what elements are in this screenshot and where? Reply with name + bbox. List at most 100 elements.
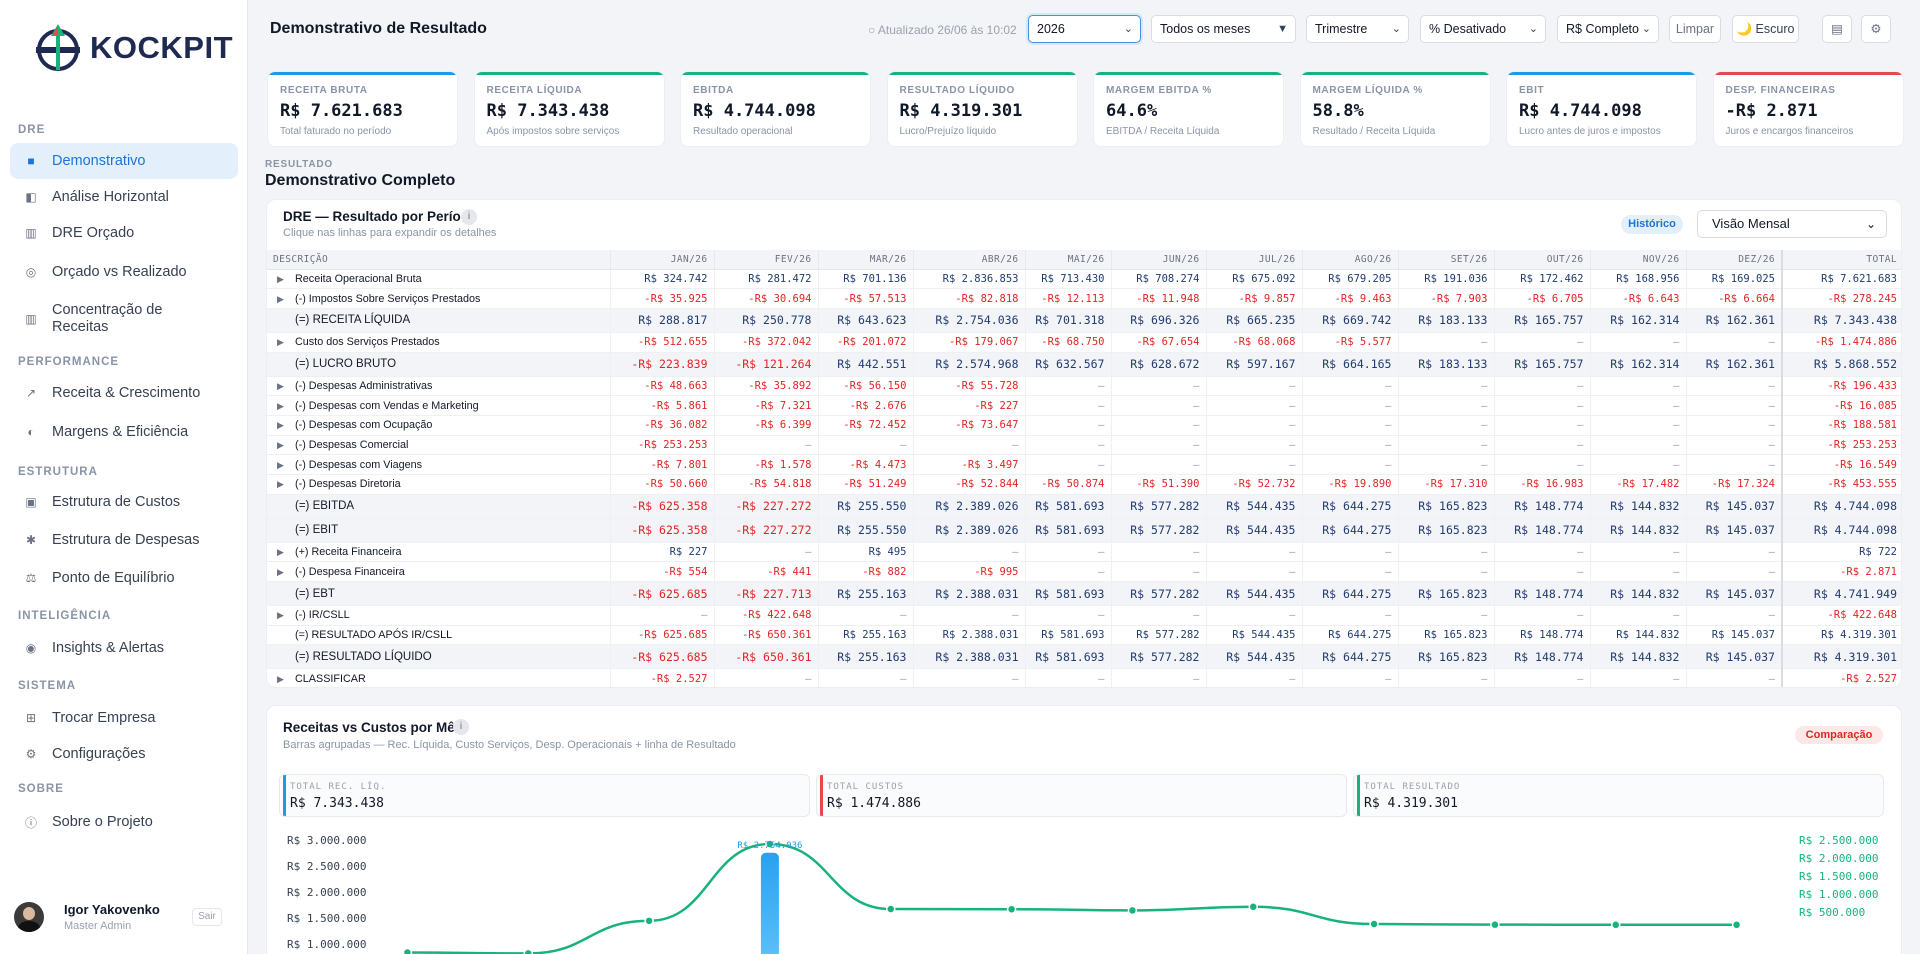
line-point[interactable] [1369,919,1379,929]
column-header[interactable]: JAN/26 [609,250,714,270]
sidebar-item-insights-alertas[interactable]: ◉ Insights & Alertas [10,630,238,666]
avatar[interactable] [14,902,44,932]
column-header[interactable]: FEV/26 [713,250,818,270]
line-point[interactable] [1127,905,1138,916]
export-button[interactable]: ▤ [1822,15,1852,43]
row-label: (=) RESULTADO APÓS IR/CSLL [295,629,453,642]
table-row[interactable]: ▶ Receita Operacional Bruta R$ 324.742 R$ 2… [267,269,1901,290]
percent-select[interactable]: % Desativado ⌄ [1420,15,1546,43]
expand-caret-icon[interactable]: ▶ [277,459,284,470]
line-point[interactable] [1490,919,1500,930]
line-point[interactable] [1731,920,1742,930]
row-label-cell: (=) EBT [267,581,610,607]
info-icon[interactable]: i [461,209,477,225]
sidebar-item-margens-efici-ncia[interactable]: ◐ Margens & Eficiência [10,414,238,450]
value-cell: R$ 165.823 [1397,494,1494,519]
column-header[interactable]: DESCRIÇÃO [267,250,610,270]
view-select[interactable]: Visão Mensal ⌄ [1697,210,1887,238]
expand-caret-icon[interactable]: ▶ [277,566,284,577]
value-cell: R$ 144.832 [1589,644,1686,670]
table-row[interactable]: ▶ (-) Despesas Diretoria -R$ 50.660 -R$ 54.… [267,474,1901,495]
line-point[interactable] [1611,920,1621,930]
sidebar-item-configura-es[interactable]: ⚙ Configurações [10,736,238,772]
line-point[interactable] [644,916,654,926]
expand-caret-icon[interactable]: ▶ [277,479,284,490]
expand-caret-icon[interactable]: ▶ [277,673,284,684]
column-header[interactable]: DEZ/26 [1685,250,1782,270]
months-select[interactable]: Todos os meses ▼ [1151,15,1296,43]
theme-toggle-button[interactable]: 🌙 Escuro [1732,15,1799,43]
value-cell: -R$ 625.358 [609,494,714,519]
logout-button[interactable]: Sair [192,908,222,926]
line-point[interactable] [765,839,775,849]
column-header[interactable]: MAI/26 [1024,250,1111,270]
table-row[interactable]: ▶ (-) Impostos Sobre Serviços Prestados -R… [267,288,1901,309]
column-header[interactable]: OUT/26 [1493,250,1590,270]
comparison-badge[interactable]: Comparação [1795,726,1883,744]
sidebar-item-or-ado-vs-realizado[interactable]: ◎ Orçado vs Realizado [10,254,238,290]
table-row[interactable]: ▶ (+) Receita Financeira R$ 227– R$ 495– – – –… [267,542,1901,563]
table-row[interactable]: ▶ Custo dos Serviços Prestados -R$ 512.655… [267,332,1901,353]
line-point[interactable] [886,904,896,914]
expand-caret-icon[interactable]: ▶ [277,547,284,558]
column-header[interactable]: AGO/26 [1301,250,1398,270]
line-point[interactable] [523,948,533,954]
value-cell: R$ 2.388.031 [912,625,1025,646]
sidebar-item-estrutura-de-custos[interactable]: ▣ Estrutura de Custos [10,484,238,520]
value-cell: – [1397,454,1494,475]
value-cell: R$ 544.435 [1205,644,1302,670]
history-badge[interactable]: Histórico [1621,215,1683,234]
sidebar-item-concentra-o-de-receitas[interactable]: ▥ Concentração de Receitas [10,299,238,339]
expand-caret-icon[interactable]: ▶ [277,293,284,304]
user-profile: Igor Yakovenko Master Admin Sair [14,896,234,938]
column-header[interactable]: NOV/26 [1589,250,1686,270]
value-cell: – [817,668,913,687]
expand-caret-icon[interactable]: ▶ [277,273,284,284]
expand-caret-icon[interactable]: ▶ [277,610,284,621]
settings-button[interactable]: ⚙ [1861,15,1891,43]
mode-select[interactable]: R$ Completo ⌄ [1557,15,1659,43]
line-point[interactable] [1248,902,1258,912]
column-header[interactable]: MAR/26 [817,250,913,270]
expand-caret-icon[interactable]: ▶ [277,337,284,348]
sidebar-item-trocar-empresa[interactable]: ⊞ Trocar Empresa [10,700,238,736]
column-header[interactable]: JUN/26 [1110,250,1206,270]
chart-total-box: TOTAL REC. LÍQ. R$ 7.343.438 [279,774,810,817]
expand-caret-icon[interactable]: ▶ [277,380,284,391]
expand-caret-icon[interactable]: ▶ [277,420,284,431]
brand-logo[interactable]: KOCKPIT [32,22,233,74]
info-icon[interactable]: i [453,719,469,735]
value-cell: – [1685,376,1782,397]
year-select[interactable]: 2026 ⌄ [1028,15,1141,43]
column-header[interactable]: ABR/26 [912,250,1025,270]
value-cell: R$ 577.282 [1110,625,1206,646]
table-row[interactable]: ▶ (-) Despesa Financeira -R$ 554 -R$ 441 -R$… [267,561,1901,583]
sidebar-item-receita-crescimento[interactable]: ↗ Receita & Crescimento [10,375,238,411]
period-select[interactable]: Trimestre ⌄ [1306,15,1409,43]
kpi-value: R$ 7.343.438 [486,101,610,121]
clear-button[interactable]: Limpar [1669,15,1721,43]
sidebar-item-demonstrativo[interactable]: ■ Demonstrativo [10,143,238,179]
table-row[interactable]: ▶ (-) IR/CSLL – -R$ 422.648– – – – – – – – – – -R$ 42… [267,605,1901,626]
sidebar-item-sobre-o-projeto[interactable]: ⓘ Sobre o Projeto [10,804,238,840]
table-row[interactable]: ▶ (-) Despesas Administrativas -R$ 48.663-… [267,376,1901,397]
table-row[interactable]: ▶ (-) Despesas com Viagens -R$ 7.801 -R$ 1.… [267,454,1901,475]
bar-rec-liquida[interactable] [760,852,779,954]
column-header[interactable]: TOTAL [1781,250,1901,270]
value-cell: R$ 2.388.031 [912,581,1025,607]
line-point[interactable] [1006,904,1017,914]
sidebar-item-ponto-de-equil-brio[interactable]: ⚖ Ponto de Equilíbrio [10,560,238,596]
table-row[interactable]: ▶ (-) Despesas com Ocupação -R$ 36.082 -R$ … [267,415,1901,436]
column-header[interactable]: JUL/26 [1205,250,1302,270]
sidebar-item-dre-or-ado[interactable]: ▥ DRE Orçado [10,215,238,251]
column-header[interactable]: SET/26 [1397,250,1494,270]
line-point[interactable] [402,947,413,954]
table-row[interactable]: ▶ (-) Despesas Comercial -R$ 253.253– – – – – –… [267,435,1901,456]
sidebar-item-an-lise-horizontal[interactable]: ◧ Análise Horizontal [10,179,238,215]
expand-caret-icon[interactable]: ▶ [277,400,284,411]
expand-caret-icon[interactable]: ▶ [277,439,284,450]
sidebar-item-estrutura-de-despesas[interactable]: ✱ Estrutura de Despesas [10,522,238,558]
table-row[interactable]: ▶ (-) Despesas com Vendas e Marketing -R$ … [267,395,1901,416]
value-cell: – [1301,454,1398,475]
table-row[interactable]: ▶ CLASSIFICAR -R$ 2.527– – – – – – – – – – – -R$ 2.52… [267,668,1901,687]
